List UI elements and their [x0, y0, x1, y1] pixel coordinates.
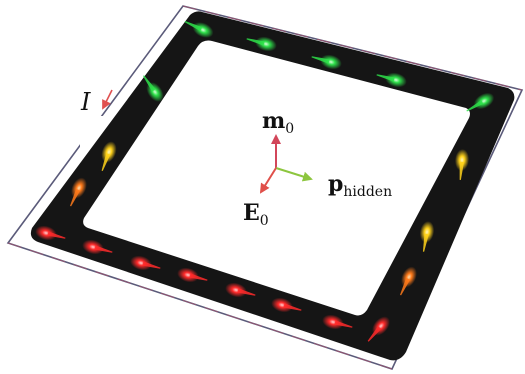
ring-frame	[30, 11, 515, 361]
spin-tail	[367, 326, 382, 342]
spin-glow	[419, 221, 435, 243]
spin-tail	[334, 320, 353, 328]
spin-tail	[400, 277, 411, 296]
spin-glow	[320, 54, 342, 70]
spin-glow	[255, 36, 277, 52]
spin-tail	[142, 261, 161, 269]
spin-arrow-icon	[143, 75, 164, 102]
spin-tail	[459, 161, 465, 180]
spin-glow	[385, 72, 407, 88]
axes-triad	[259, 134, 313, 194]
spin-arrow-icon	[400, 266, 417, 296]
spin-tail	[466, 100, 484, 112]
spin-arrow-icon	[246, 36, 277, 52]
spin-tail	[311, 56, 330, 64]
p-hidden-subscript: hidden	[343, 184, 392, 200]
spin-glow	[271, 297, 293, 313]
spin-tail	[70, 188, 81, 207]
spin-tail	[94, 245, 113, 253]
p-hidden-arrow-icon	[275, 167, 313, 182]
spin-tail	[283, 303, 302, 311]
spin-tail	[143, 75, 156, 92]
spin-chain	[35, 21, 495, 342]
m0-symbol: m	[262, 108, 285, 134]
spin-tail	[376, 74, 395, 82]
spin-glow	[225, 282, 247, 298]
spin-glow	[322, 314, 344, 330]
current-wire-tint	[7, 5, 523, 370]
current-arrow-icon	[102, 89, 113, 110]
spin-arrow-icon	[367, 316, 390, 342]
spin-arrow-icon	[70, 177, 87, 207]
spin-glow	[177, 267, 199, 283]
spin-tail	[101, 153, 111, 171]
spin-tail	[246, 38, 265, 46]
spin-arrow-icon	[184, 21, 214, 38]
spin-arrow-icon	[225, 282, 256, 298]
e0-arrow-icon	[259, 167, 277, 194]
spin-arrow-icon	[271, 297, 302, 313]
spin-glow	[82, 239, 104, 255]
p-hidden-label: phidden	[328, 171, 392, 200]
spin-arrow-icon	[322, 314, 353, 330]
spin-arrow-icon	[177, 267, 208, 283]
spin-tail	[189, 273, 208, 281]
spin-glow	[35, 225, 57, 241]
spin-tail	[184, 21, 203, 32]
spin-arrow-icon	[454, 149, 470, 180]
spin-glow	[454, 149, 470, 171]
spin-glow	[130, 255, 152, 271]
e0-symbol: E	[243, 200, 260, 226]
spin-arrow-icon	[82, 239, 113, 255]
m0-subscript: 0	[285, 121, 294, 137]
spin-arrow-icon	[466, 92, 495, 112]
spin-tail	[47, 231, 66, 239]
spin-arrow-icon	[311, 54, 342, 70]
spin-tail	[237, 288, 256, 296]
spin-tail	[422, 233, 429, 252]
spin-arrow-icon	[130, 255, 161, 271]
spin-arrow-icon	[419, 221, 435, 252]
spin-arrow-icon	[35, 225, 66, 241]
spin-arrow-icon	[101, 141, 117, 171]
e0-subscript: 0	[260, 213, 269, 229]
e0-label: E0	[243, 200, 269, 229]
p-hidden-symbol: p	[328, 171, 343, 197]
m0-label: m0	[262, 108, 294, 137]
spin-arrow-icon	[376, 72, 407, 88]
current-label: I	[80, 88, 91, 116]
